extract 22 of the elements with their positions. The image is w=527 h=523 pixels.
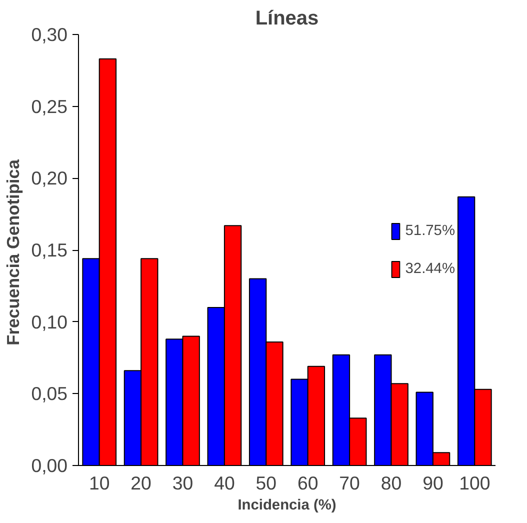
y-tick-label: 0,20 <box>31 168 68 189</box>
x-tick-label: 70 <box>339 472 360 494</box>
x-tick-label: 80 <box>380 472 402 494</box>
x-tick-label: 10 <box>88 472 110 494</box>
x-tick-label: 50 <box>256 472 277 494</box>
y-tick-label: 0,30 <box>31 24 68 45</box>
chart-title: Líneas <box>255 8 319 30</box>
y-tick-label: 0,05 <box>31 383 68 404</box>
legend-label: 32.44% <box>405 260 455 276</box>
y-axis-title: Frecuencia Genotipica <box>3 159 24 346</box>
y-tick-label: 0,25 <box>31 96 68 117</box>
x-tick-label: 30 <box>172 472 194 494</box>
x-tick-label: 100 <box>459 472 490 494</box>
x-tick-label: 40 <box>214 472 235 494</box>
x-tick-label: 20 <box>130 472 152 494</box>
y-tick-label: 0,00 <box>31 455 68 476</box>
x-tick-label: 90 <box>422 472 444 494</box>
x-tick-label: 60 <box>297 472 318 494</box>
y-tick-label: 0,15 <box>31 240 68 260</box>
legend-label: 51.75% <box>405 222 455 238</box>
x-axis-title: Incidencia (%) <box>238 498 336 514</box>
y-tick-label: 0,10 <box>31 311 68 332</box>
